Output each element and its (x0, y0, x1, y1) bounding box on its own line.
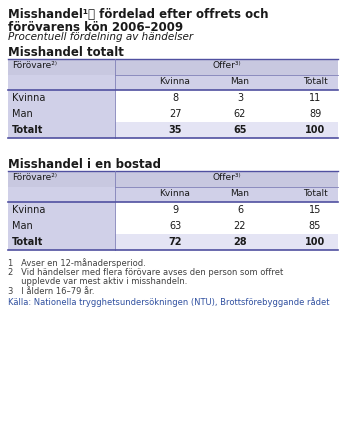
Text: 1   Avser en 12-månadersperiod.: 1 Avser en 12-månadersperiod. (8, 258, 146, 268)
Text: Offer³⁾: Offer³⁾ (212, 173, 241, 182)
Text: 63: 63 (169, 221, 181, 231)
Text: 35: 35 (168, 125, 182, 135)
Bar (8, 202, 115, 218)
Text: Man: Man (230, 77, 249, 86)
Text: Källa: Nationella trygghetsundersökningen (NTU), Brottsförebyggande rådet: Källa: Nationella trygghetsundersökninge… (8, 297, 329, 307)
Bar (115, 218, 338, 234)
Text: 3: 3 (237, 93, 243, 103)
Text: förövarens kön 2006–2009: förövarens kön 2006–2009 (8, 21, 183, 34)
Text: 9: 9 (172, 205, 178, 215)
Bar (115, 90, 338, 106)
Text: 27: 27 (169, 109, 181, 119)
Bar (115, 187, 338, 202)
Text: Kvinna: Kvinna (12, 93, 45, 103)
Text: 8: 8 (172, 93, 178, 103)
Text: Förövare²⁾: Förövare²⁾ (12, 61, 57, 70)
Bar (8, 90, 115, 106)
Bar (115, 171, 338, 187)
Text: 11: 11 (309, 93, 321, 103)
Text: Totalt: Totalt (12, 125, 43, 135)
Bar (8, 187, 115, 202)
Text: 89: 89 (309, 109, 321, 119)
Bar (8, 234, 115, 250)
Text: Kvinna: Kvinna (160, 189, 190, 198)
Text: 2   Vid händelser med flera förövare avses den person som offret: 2 Vid händelser med flera förövare avses… (8, 268, 283, 277)
Text: 62: 62 (234, 109, 246, 119)
Text: Man: Man (12, 109, 33, 119)
Text: 85: 85 (309, 221, 321, 231)
Text: 15: 15 (309, 205, 321, 215)
Bar (8, 122, 115, 138)
Bar (115, 202, 338, 218)
Text: Misshandel totalt: Misshandel totalt (8, 46, 124, 59)
Text: 3   I åldern 16–79 år.: 3 I åldern 16–79 år. (8, 287, 94, 296)
Text: Totalt: Totalt (303, 189, 327, 198)
Bar (115, 75, 338, 90)
Text: Förövare²⁾: Förövare²⁾ (12, 173, 57, 182)
Text: Misshandel i en bostad: Misshandel i en bostad (8, 158, 161, 171)
Bar (8, 75, 115, 90)
Text: 22: 22 (234, 221, 246, 231)
Text: Offer³⁾: Offer³⁾ (212, 61, 241, 70)
Text: Man: Man (12, 221, 33, 231)
Text: 100: 100 (305, 237, 325, 247)
Text: Totalt: Totalt (303, 77, 327, 86)
Text: 100: 100 (305, 125, 325, 135)
Text: 72: 72 (168, 237, 182, 247)
Text: 28: 28 (233, 237, 247, 247)
Text: Misshandel¹⧥ fördelad efter offrets och: Misshandel¹⧥ fördelad efter offrets och (8, 8, 268, 21)
Text: 65: 65 (233, 125, 247, 135)
Bar (8, 218, 115, 234)
Bar (8, 171, 115, 187)
Text: 6: 6 (237, 205, 243, 215)
Bar (115, 106, 338, 122)
Bar (115, 122, 338, 138)
Bar (115, 59, 338, 75)
Bar (115, 234, 338, 250)
Text: Totalt: Totalt (12, 237, 43, 247)
Bar (8, 59, 115, 75)
Bar (8, 106, 115, 122)
Text: Man: Man (230, 189, 249, 198)
Text: upplevde var mest aktiv i misshandeln.: upplevde var mest aktiv i misshandeln. (8, 277, 188, 286)
Text: Kvinna: Kvinna (12, 205, 45, 215)
Text: Kvinna: Kvinna (160, 77, 190, 86)
Text: Procentuell fördelning av händelser: Procentuell fördelning av händelser (8, 32, 193, 42)
